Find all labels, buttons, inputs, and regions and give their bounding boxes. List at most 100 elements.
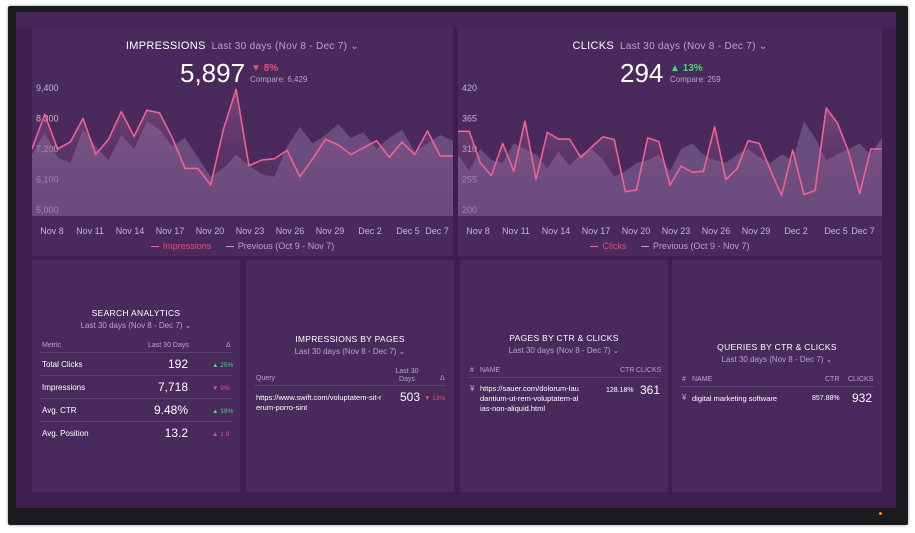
page-ctr: 128.18% [606,387,634,394]
y-tick-label: 9,400 [36,83,59,93]
impressions-by-pages-widget: IMPRESSIONS BY PAGES Last 30 days (Nov 8… [246,260,454,492]
legend-label-current: Impressions [162,241,212,251]
metric-value: 7,718 [157,380,188,394]
current-period-area [458,107,882,216]
current-period-line [458,107,882,197]
x-tick-label: Dec 5 [396,226,420,236]
divider [40,398,232,399]
metric-value: 192 [167,357,188,371]
x-tick-label: Nov 8 [466,226,490,236]
page-url-link[interactable]: https://www.swift.com/voluptatem-sit-rer… [256,393,382,412]
divider [254,385,446,386]
legend-swatch-previous [640,245,649,248]
top-strip [16,12,896,28]
col-delta: Δ [440,375,445,382]
search-icon: ¥ [470,384,475,393]
col-clicks: CLICKS [636,367,662,374]
search-icon: ¥ [682,393,687,402]
impressions-header: IMPRESSIONS Last 30 days (Nov 8 - Dec 7) … [32,40,453,52]
metric-delta: ▼ 9% [212,385,230,392]
x-tick-label: Dec 7 [425,226,449,236]
metric-delta: ▲ 19% [212,408,234,415]
legend-swatch-previous [225,245,234,248]
metric-label: Impressions [42,383,86,392]
metric-value: 13.2 [164,426,188,440]
x-tick-label: Nov 23 [662,226,691,236]
impressions-by-pages-range-label: Last 30 days (Nov 8 - Dec 7) [294,347,397,356]
x-tick-label: Nov 11 [502,226,530,236]
divider [40,375,232,376]
legend-item-previous[interactable]: Previous (Oct 9 - Nov 7) [640,241,750,251]
col-ctr: CTR [825,376,840,383]
metric-label: Total Clicks [42,360,83,369]
queries-by-ctr-widget: QUERIES BY CTR & CLICKS Last 30 days (No… [672,260,882,492]
divider [40,352,232,353]
impressions-delta: ▼ 8% [251,63,278,74]
search-analytics-range-dropdown[interactable]: Last 30 days (Nov 8 - Dec 7) ⌄ [32,321,240,330]
clicks-compare: Compare: 259 [670,75,721,84]
col-query: Query [256,375,276,382]
current-period-line [32,88,453,186]
impressions-range-label: Last 30 days (Nov 8 - Dec 7) [211,41,348,52]
x-tick-label: Nov 17 [156,226,185,236]
x-tick-label: Dec 2 [358,226,382,236]
impressions-by-pages-range-dropdown[interactable]: Last 30 days (Nov 8 - Dec 7) ⌄ [246,347,454,356]
queries-by-ctr-range-dropdown[interactable]: Last 30 days (Nov 8 - Dec 7) ⌄ [672,355,882,364]
legend-swatch-current [590,245,599,248]
clicks-delta-value: 13% [682,63,703,74]
search-analytics-range-label: Last 30 days (Nov 8 - Dec 7) [80,321,183,330]
query-clicks: 932 [852,391,873,405]
pages-by-ctr-widget: PAGES BY CTR & CLICKS Last 30 days (Nov … [460,260,668,492]
legend-label-current: Clicks [602,241,627,251]
search-analytics-title: SEARCH ANALYTICS [91,308,181,318]
impressions-by-pages-title: IMPRESSIONS BY PAGES [295,334,405,344]
clicks-value: 294 [620,58,664,88]
page-impressions-value: 503 [400,390,421,404]
impressions-legend: Impressions Previous (Oct 9 - Nov 7) [32,241,453,251]
y-tick-label: 420 [462,83,477,93]
arrow-up-icon: ▲ [670,63,680,74]
x-tick-label: Nov 11 [76,226,104,236]
col-name: NAME [692,376,713,383]
legend-item-clicks[interactable]: Clicks [590,241,626,251]
x-tick-label: Dec 7 [851,226,875,236]
divider [468,377,660,378]
clicks-delta: ▲ 13% [670,63,703,74]
metric-label: Avg. CTR [42,406,77,415]
x-tick-label: Nov 14 [116,226,145,236]
col-last-30-days: Last 30 Days [148,342,189,349]
col-metric: Metric [42,342,62,349]
query-ctr: 857.88% [812,395,840,402]
queries-by-ctr-range-label: Last 30 days (Nov 8 - Dec 7) [721,355,824,364]
col-hash: # [470,367,474,374]
power-led [879,512,882,515]
legend-item-previous[interactable]: Previous (Oct 9 - Nov 7) [225,241,335,251]
clicks-range-dropdown[interactable]: Last 30 days (Nov 8 - Dec 7) ⌄ [620,41,767,52]
legend-label-previous: Previous (Oct 9 - Nov 7) [237,241,335,251]
col-name: NAME [480,367,501,374]
impressions-value: 5,897 [180,58,246,88]
legend-label-previous: Previous (Oct 9 - Nov 7) [652,241,750,251]
chevron-down-icon: ⌄ [612,346,620,355]
col-delta: Δ [226,342,231,349]
x-tick-label: Nov 20 [196,226,225,236]
impressions-compare: Compare: 6,429 [250,75,308,84]
page-url-link[interactable]: https://sauer.com/dolorum-laudantium-ut-… [480,384,579,413]
chevron-down-icon: ⌄ [350,41,360,52]
legend-item-impressions[interactable]: Impressions [150,241,212,251]
x-tick-label: Dec 5 [824,226,848,236]
x-tick-label: Nov 29 [742,226,771,236]
x-tick-label: Nov 26 [276,226,305,236]
impressions-range-dropdown[interactable]: Last 30 days (Nov 8 - Dec 7) ⌄ [212,41,359,52]
x-tick-label: Nov 17 [582,226,611,236]
x-tick-label: Nov 14 [542,226,571,236]
chevron-down-icon: ⌄ [758,41,768,52]
impressions-title: IMPRESSIONS [125,40,206,52]
query-name: digital marketing software [692,394,778,403]
y-tick-label: 365 [462,114,477,124]
page-impressions-delta: ▼ 13% [424,395,446,402]
pages-by-ctr-range-dropdown[interactable]: Last 30 days (Nov 8 - Dec 7) ⌄ [460,346,668,355]
